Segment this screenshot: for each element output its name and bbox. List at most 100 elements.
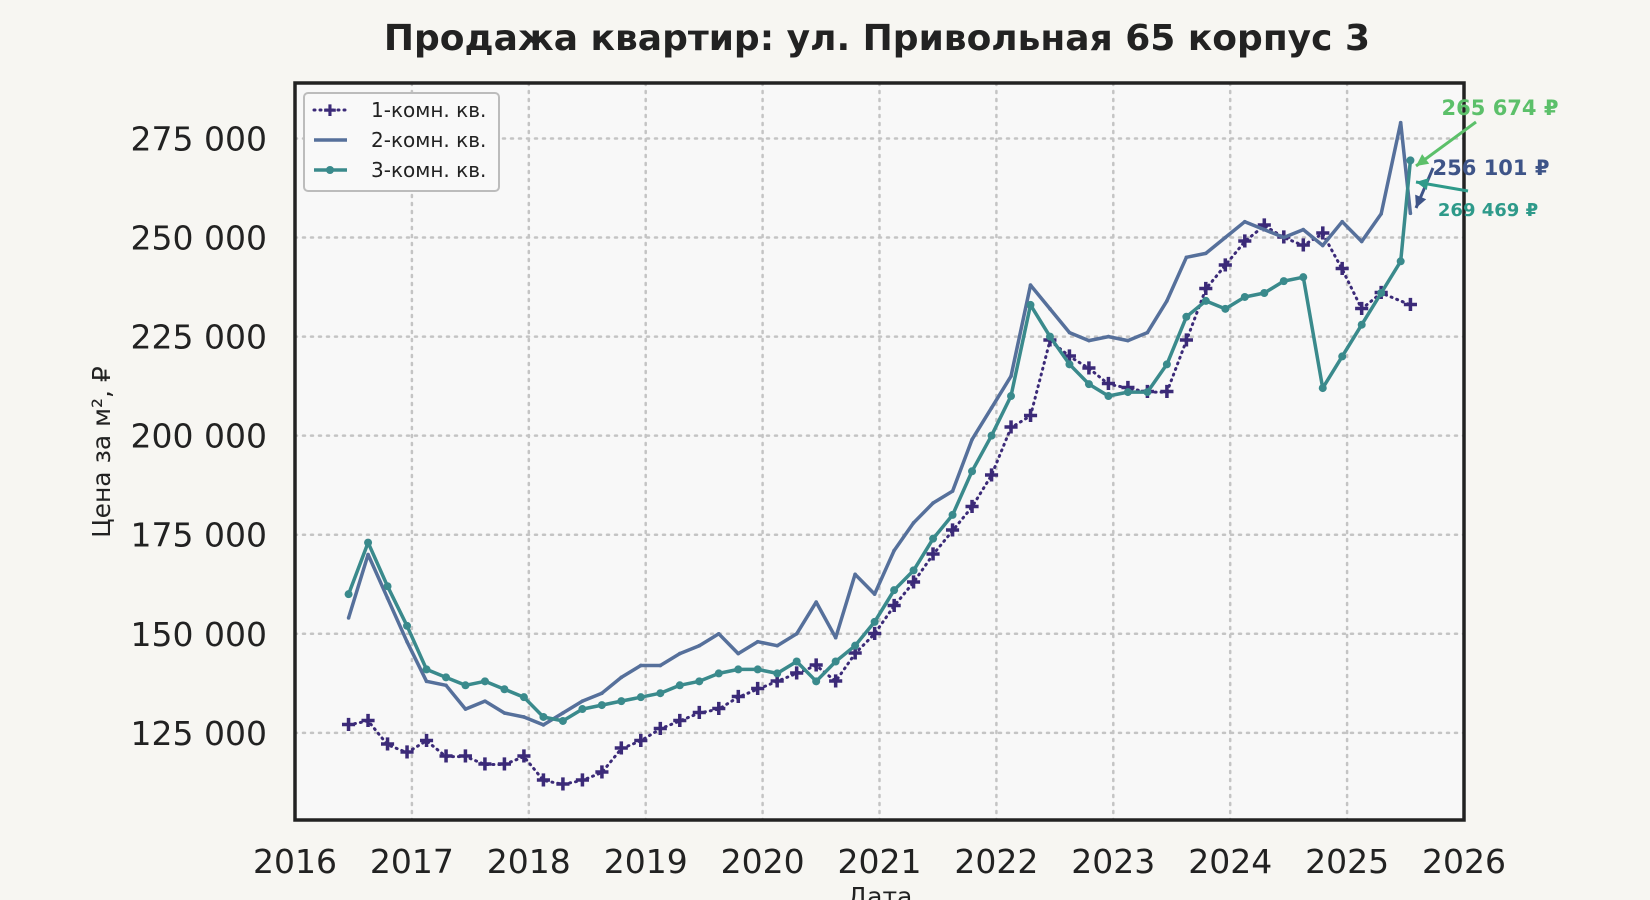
data-point [1184, 255, 1189, 260]
data-point: ✚ [341, 715, 356, 736]
x-tick-label: 2017 [370, 842, 454, 881]
y-tick-label: 125 000 [131, 714, 267, 753]
data-point: ✚ [828, 671, 843, 692]
data-point: ✚ [1101, 374, 1116, 395]
data-point [403, 621, 412, 630]
data-point [1243, 219, 1247, 224]
series-3 [344, 156, 1415, 725]
data-point [344, 590, 353, 599]
data-point [755, 639, 760, 644]
data-point [656, 689, 665, 698]
annotation-label: 265 674 ₽ [1442, 96, 1559, 120]
data-point: ✚ [672, 711, 687, 732]
data-point: ✚ [770, 671, 785, 692]
data-point: ✚ [575, 770, 590, 791]
y-axis-ticks: 125 000 150 000 175 000 200 000 225 000 250 0… [131, 119, 267, 752]
data-point [1240, 292, 1249, 301]
data-point [1087, 338, 1091, 343]
data-point [1379, 211, 1383, 216]
x-axis-ticks: 2016 2017 2018 2019 2020 2021 2022 2023 2024 2025… [253, 842, 1506, 881]
data-point: ✚ [1023, 406, 1038, 427]
data-point [1299, 273, 1308, 282]
data-point [558, 716, 567, 725]
x-tick-label: 2023 [1071, 842, 1155, 881]
data-point [677, 651, 682, 656]
data-point [1260, 289, 1269, 298]
data-point [1145, 330, 1150, 335]
data-point [364, 538, 373, 547]
data-point: ✚ [984, 465, 999, 486]
data-point [1318, 384, 1327, 393]
data-point [1009, 374, 1013, 379]
data-point: ✚ [399, 743, 414, 764]
data-point [968, 467, 977, 476]
plot-frame [293, 81, 1466, 822]
data-point [833, 635, 838, 640]
y-tick-label: 150 000 [131, 615, 267, 654]
data-point [1320, 243, 1325, 248]
data-point: ✚ [750, 679, 765, 700]
x-tick-label: 2026 [1422, 842, 1506, 881]
data-point: ✚ [809, 655, 824, 676]
data-point: ✚ [361, 711, 376, 732]
y-tick-label: 200 000 [131, 417, 267, 456]
data-point: ✚ [1198, 279, 1213, 300]
data-point [561, 711, 565, 715]
data-point [987, 431, 996, 440]
data-point: ✚ [1296, 235, 1311, 256]
data-point [911, 521, 916, 525]
data-point [346, 616, 351, 620]
data-point: ✚ [1237, 231, 1252, 252]
x-tick-label: 2021 [838, 842, 922, 881]
data-point [989, 406, 994, 410]
data-point: ✚ [789, 663, 804, 684]
data-point [480, 677, 489, 686]
annotation-arrowhead [1416, 178, 1429, 190]
data-point [578, 705, 587, 714]
x-tick-label: 2022 [954, 842, 1038, 881]
data-point [1357, 320, 1366, 329]
data-point [1204, 251, 1208, 256]
data-point: ✚ [516, 747, 531, 768]
annotation: 269 469 ₽ [1415, 178, 1538, 221]
data-point [1065, 360, 1074, 369]
series-2 [346, 120, 1413, 727]
data-point: ✚ [536, 770, 551, 791]
x-axis-label: Дата [848, 882, 913, 900]
data-point [1398, 120, 1403, 125]
data-point [675, 681, 684, 690]
data-point [970, 437, 974, 442]
data-point [658, 663, 663, 668]
data-point [1143, 388, 1152, 397]
data-point [636, 693, 645, 702]
data-point [580, 699, 585, 703]
data-point [734, 665, 743, 674]
data-point: ✚ [1081, 358, 1096, 379]
data-point [1026, 300, 1035, 309]
data-point [422, 665, 431, 674]
data-point: ✚ [594, 762, 609, 783]
data-point [697, 643, 702, 648]
legend-item: 2-комн. кв. [314, 128, 486, 152]
data-point: ✚ [1218, 255, 1233, 276]
data-point: ✚ [380, 735, 395, 756]
x-tick-label: 2020 [721, 842, 805, 881]
data-point [892, 548, 896, 553]
data-point [1396, 257, 1405, 266]
data-point [1104, 392, 1113, 401]
legend-item: 3-комн. кв. [314, 158, 486, 182]
data-point [522, 715, 526, 719]
series-layer: ✚ ✚✚ ✚✚✚ ✚ ✚ ✚ ✚✚ ✚ ✚ ✚✚ ✚✚ ✚ ✚ ✚✚ ✚ ✚ ✚ ✚✚✚✚✚✚✚✚✚✚✚✚✚✚✚✚… [341, 120, 1418, 795]
data-point: ✚ [1179, 331, 1194, 352]
data-point [1201, 296, 1210, 305]
data-point [541, 723, 546, 727]
data-point: ✚ [692, 703, 707, 724]
data-point: ✚ [1159, 382, 1174, 403]
data-point [1221, 304, 1230, 313]
data-point [773, 669, 782, 678]
data-point: ✚ [653, 719, 668, 740]
annotation-arrow [1415, 120, 1477, 168]
legend-marker [326, 166, 334, 174]
data-point [405, 639, 409, 644]
